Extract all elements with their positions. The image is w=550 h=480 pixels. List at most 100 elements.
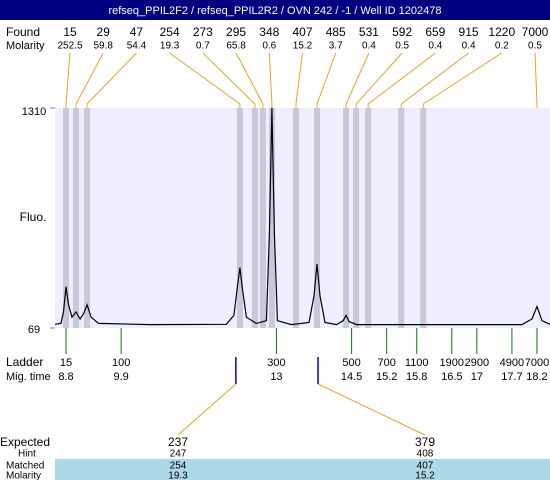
expected-connector [317, 383, 426, 436]
peak-band [292, 108, 299, 328]
ladder-size: 15 [60, 357, 72, 369]
peak-connector [75, 52, 104, 105]
expected-molarity: 19.3 [168, 471, 188, 480]
ladder-time: 18.2 [526, 371, 547, 383]
peak-connector [268, 52, 273, 105]
found-molarity: 252.5 [57, 41, 82, 52]
found-size: 29 [97, 25, 111, 39]
ladder-size: 700 [377, 357, 395, 369]
title: refseq_PPIL2F2 / refseq_PPIL2R2 / OVN 24… [108, 5, 441, 17]
ladder-time: 15.8 [406, 371, 427, 383]
found-label: Found [6, 25, 40, 39]
ladder-label: Ladder [6, 355, 43, 369]
expected-size: 237 [168, 435, 188, 449]
ladder-size: 1100 [405, 357, 429, 369]
peak-connector [355, 52, 403, 105]
found-size: 254 [160, 25, 180, 39]
peak-connector [316, 52, 337, 105]
found-size: 273 [193, 25, 213, 39]
peak-band [73, 108, 80, 328]
peak-band [353, 108, 360, 328]
found-size: 915 [459, 25, 479, 39]
molarity-label: Molarity [6, 40, 45, 52]
found-molarity: 0.5 [395, 41, 409, 52]
found-size: 348 [259, 25, 279, 39]
matched-band [55, 459, 550, 480]
peak-connector [367, 52, 436, 105]
ladder-size: 500 [342, 357, 360, 369]
peak-connector [65, 52, 71, 105]
found-molarity: 15.2 [293, 41, 313, 52]
ladder-time: 16.5 [441, 371, 462, 383]
peak-band [63, 108, 70, 328]
ladder-size: 4900 [500, 357, 524, 369]
peak-band [268, 108, 275, 328]
found-size: 485 [326, 25, 346, 39]
peak-connector [86, 52, 137, 105]
peak-band [259, 108, 266, 328]
matched-label: Matched [6, 461, 44, 472]
found-molarity: 59.8 [93, 41, 113, 52]
found-molarity: 0.4 [428, 41, 442, 52]
found-molarity: 19.3 [160, 41, 180, 52]
found-molarity: 0.7 [196, 41, 210, 52]
ladder-size: 1900 [440, 357, 464, 369]
found-molarity: 65.8 [226, 41, 246, 52]
expected-hint: 247 [170, 449, 187, 460]
expected-label: Expected [0, 435, 50, 449]
ladder-time: 13 [270, 371, 282, 383]
ladder-size: 7000 [525, 357, 549, 369]
expected-molarity: 15.2 [415, 471, 435, 480]
found-molarity: 3.7 [329, 41, 343, 52]
found-molarity: 0.5 [528, 41, 542, 52]
expected-molarity-label: Molarity [6, 471, 41, 480]
ladder-time: 8.8 [58, 371, 73, 383]
found-size: 47 [130, 25, 144, 39]
ladder-size: 300 [267, 357, 285, 369]
peak-band [84, 108, 91, 328]
peak-band [365, 108, 372, 328]
peak-connector [202, 52, 256, 105]
mig-time-label: Mig. time [6, 371, 51, 383]
y-tick-label: 1310 [22, 106, 46, 118]
found-size: 295 [226, 25, 246, 39]
peak-band [343, 108, 350, 328]
peak-band [251, 108, 258, 328]
plot-area [55, 108, 550, 328]
ladder-time: 17.7 [501, 371, 522, 383]
expected-connector [177, 383, 237, 436]
expected-size: 379 [415, 435, 435, 449]
found-molarity: 0.4 [462, 41, 476, 52]
peak-band [420, 108, 427, 328]
peak-connector [169, 52, 241, 105]
found-size: 592 [392, 25, 412, 39]
found-molarity: 0.6 [262, 41, 276, 52]
ladder-time: 14.5 [341, 371, 362, 383]
found-size: 407 [292, 25, 312, 39]
peak-band [314, 108, 321, 328]
found-size: 15 [63, 25, 77, 39]
trace [54, 107, 550, 326]
expected-matched: 254 [170, 461, 187, 472]
peak-connector [345, 52, 370, 105]
ladder-size: 2900 [465, 357, 489, 369]
found-size: 531 [359, 25, 379, 39]
found-molarity: 54.4 [127, 41, 147, 52]
peak-connector [400, 52, 469, 105]
y-tick-label: 69 [28, 324, 40, 336]
peak-band [398, 108, 405, 328]
found-size: 659 [425, 25, 445, 39]
ladder-size: 100 [112, 357, 130, 369]
peak-connector [534, 52, 538, 105]
found-size: 7000 [522, 25, 549, 39]
header-bar [0, 0, 550, 20]
y-label: Fluo. [20, 210, 47, 224]
ladder-time: 17 [471, 371, 483, 383]
expected-matched: 407 [417, 461, 434, 472]
found-molarity: 0.2 [495, 41, 509, 52]
hint-label: Hint [18, 449, 36, 460]
ladder-time: 9.9 [113, 371, 128, 383]
peak-connector [235, 52, 264, 105]
peak-connector [295, 52, 303, 105]
